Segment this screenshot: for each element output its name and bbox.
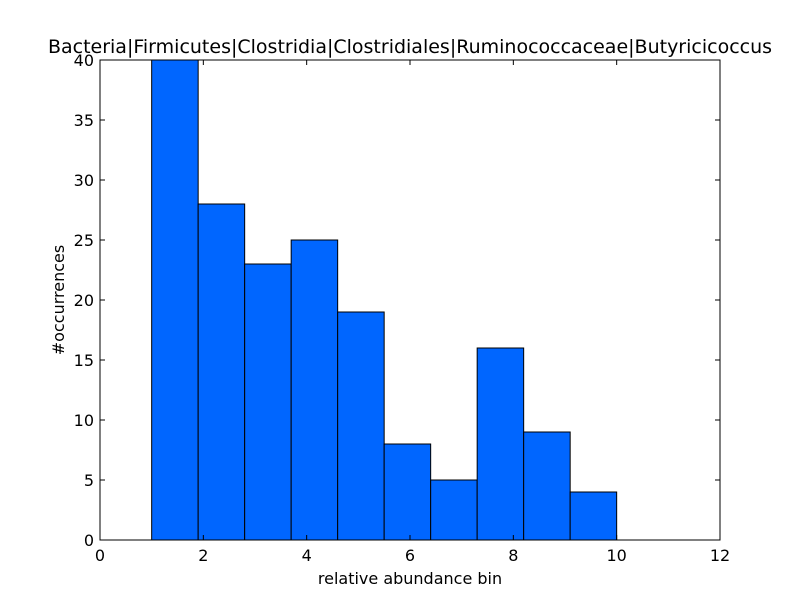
y-tick-label: 35 <box>74 111 94 130</box>
y-tick-label: 25 <box>74 231 94 250</box>
x-tick-label: 2 <box>198 546 208 565</box>
x-tick-label: 8 <box>508 546 518 565</box>
histogram-bar-9 <box>523 431 571 541</box>
histogram-bar-8 <box>476 347 525 541</box>
y-tick-label: 15 <box>74 351 94 370</box>
histogram-bar-1 <box>151 59 199 541</box>
bars-group <box>151 59 618 541</box>
y-tick-label: 30 <box>74 171 94 190</box>
plot-frame <box>99 59 721 541</box>
y-tick-label: 10 <box>74 411 94 430</box>
y-tick-label: 5 <box>84 471 94 490</box>
histogram-bar-4 <box>290 239 339 541</box>
histogram-bar-2 <box>197 203 246 541</box>
histogram-bar-10 <box>569 491 618 541</box>
histogram-bar-7 <box>430 479 478 541</box>
y-tick-label: 20 <box>74 291 94 310</box>
x-tick-label: 4 <box>302 546 312 565</box>
x-tick-label: 12 <box>710 546 730 565</box>
chart-title: Bacteria|Firmicutes|Clostridia|Clostridi… <box>48 36 772 58</box>
x-tick-label: 0 <box>95 546 105 565</box>
x-axis-label: relative abundance bin <box>318 569 502 588</box>
y-axis-label: #occurrences <box>49 245 68 355</box>
histogram-bar-5 <box>337 311 385 541</box>
x-tick-label: 6 <box>405 546 415 565</box>
y-tick-label: 40 <box>74 51 94 70</box>
ticks-group: 0 2 4 6 8 10 12 0 5 10 15 20 25 30 35 40 <box>74 51 731 565</box>
y-tick-label: 0 <box>84 531 94 550</box>
histogram-bar-3 <box>244 263 292 541</box>
x-tick-label: 10 <box>606 546 626 565</box>
histogram-bar-6 <box>383 443 432 541</box>
